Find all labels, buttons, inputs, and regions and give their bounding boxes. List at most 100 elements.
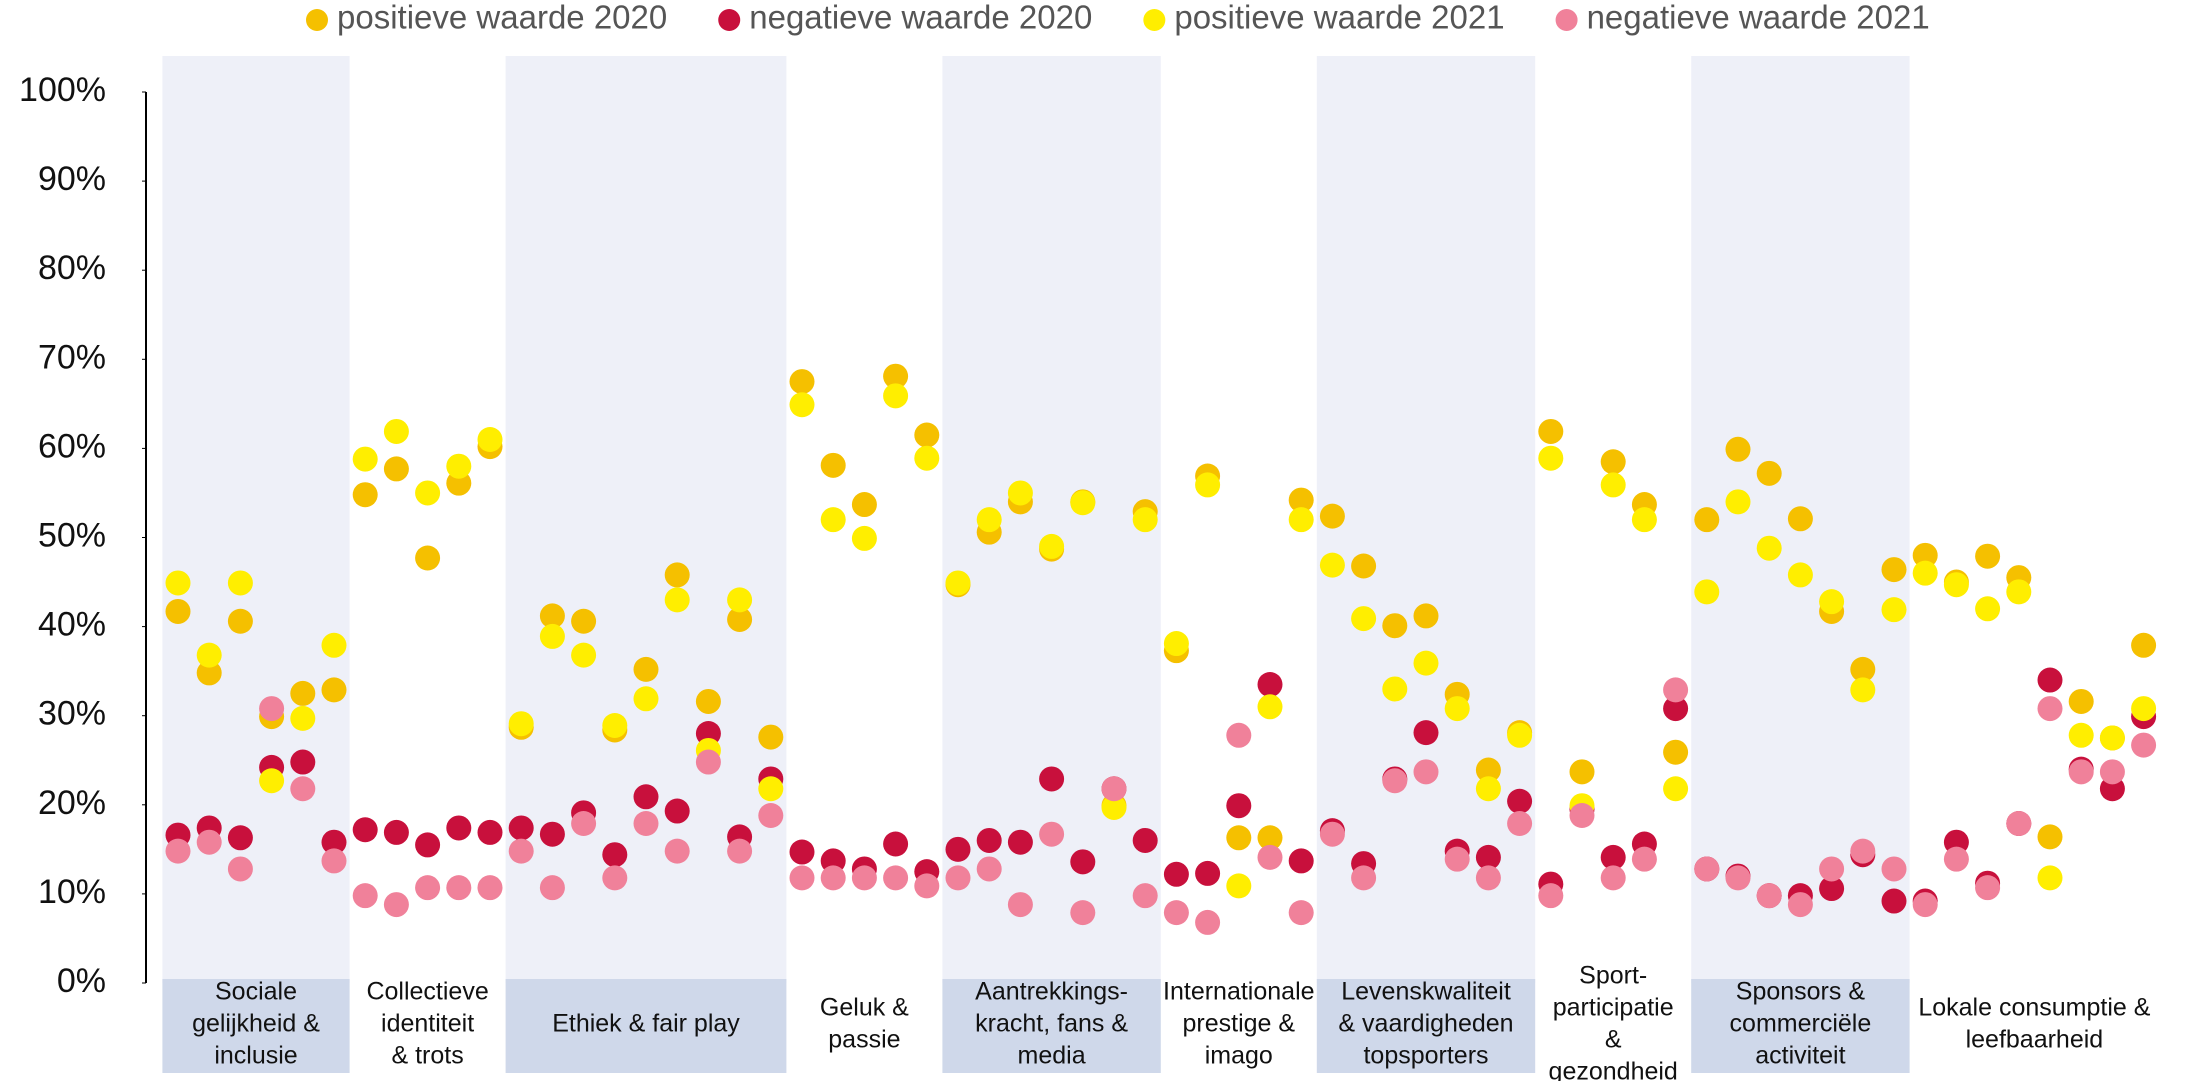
group-label: passie [828,1026,900,1054]
dot [1257,825,1283,851]
legend-marker [1143,9,1166,31]
dot [1288,487,1314,513]
group-label: inclusie [214,1042,297,1070]
dot [851,492,877,518]
dot [1226,873,1252,899]
dot [477,875,503,901]
dot [1319,821,1345,847]
dot [1975,875,2001,901]
dot [1756,883,1782,909]
dot [789,865,815,891]
dot [1319,552,1345,578]
legend-marker [1555,9,1578,31]
dot [1819,876,1845,902]
dot [290,749,316,775]
dot [415,545,441,571]
dot [539,623,565,649]
dot [539,603,565,629]
dot [2006,579,2032,605]
dot [1195,909,1221,935]
dot [2131,732,2157,758]
dot [2099,725,2125,751]
dot [1351,553,1377,579]
dot [508,711,534,737]
dot [1850,656,1876,682]
dot [1600,865,1626,891]
dot [820,452,846,478]
dot [633,784,659,810]
dot [1912,542,1938,568]
dot [477,426,503,452]
dot [1725,489,1751,515]
dot [1163,631,1189,657]
dot [1007,829,1033,855]
dot [945,570,971,596]
dot [1507,722,1533,748]
dot [1257,694,1283,720]
dot [1132,827,1158,853]
dot [664,562,690,588]
dot [1226,825,1252,851]
y-tick-label: 90% [38,160,106,198]
y-tick-label: 60% [38,427,106,465]
dot [1819,856,1845,882]
dot [1663,739,1689,765]
group-label: Sociale [215,978,297,1006]
dot [1132,883,1158,909]
dot [2037,667,2063,693]
y-tick-label: 70% [38,338,106,376]
group-label: & [1605,1026,1622,1054]
dot [165,570,191,596]
dot [602,865,628,891]
dot [945,836,971,862]
dot [383,456,409,482]
dot [1631,846,1657,872]
dot [1382,676,1408,702]
group-label: imago [1205,1042,1273,1070]
dot [727,606,753,632]
dot [1413,759,1439,785]
dot [383,892,409,918]
group-label-box [1691,979,1910,1073]
dot [1288,848,1314,874]
dot [1319,503,1345,529]
dot [1538,445,1564,471]
group-label: gelijkheid & [192,1010,320,1038]
dot [1475,757,1501,783]
dot [1600,449,1626,475]
dot [1070,849,1096,875]
dot [758,802,784,828]
dot [196,829,222,855]
dot [2131,632,2157,658]
dot [1881,597,1907,623]
legend-label: negatieve waarde 2021 [1587,0,1930,36]
dot [227,570,253,596]
dot [789,369,815,395]
dot [196,642,222,668]
dot [1288,900,1314,926]
dot [321,848,347,874]
dot [165,598,191,624]
dot [539,821,565,847]
group-label: activiteit [1755,1042,1845,1070]
dot [1507,811,1533,837]
dot [571,608,597,634]
dot [446,453,472,479]
legend-marker [718,9,741,31]
dot [1382,613,1408,639]
group-label: Geluk & [820,994,909,1022]
dot [633,811,659,837]
dot [321,632,347,658]
dot [1850,838,1876,864]
dot [2037,824,2063,850]
dot [1943,846,1969,872]
dot [227,856,253,882]
dot [1195,860,1221,886]
dot [602,842,628,868]
dot [415,875,441,901]
dot [1694,579,1720,605]
dot [1101,776,1127,802]
dot [602,713,628,739]
y-tick-label: 100% [19,71,106,109]
group-band [1316,56,1536,983]
